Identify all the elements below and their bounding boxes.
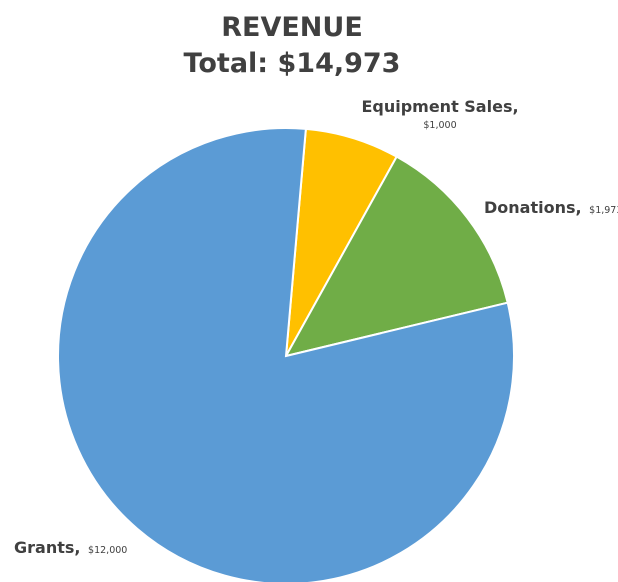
chart-title: REVENUE — [221, 12, 363, 43]
pie-slices — [57, 127, 515, 582]
slice-label-grants: Grants, $12,000 — [14, 538, 127, 557]
slice-label-equipment-sales: Equipment Sales, — [361, 97, 518, 116]
slice-value-equipment-sales: $1,000 — [423, 120, 456, 131]
pie-slice-donations — [284, 155, 509, 358]
chart-subtitle: Total: $14,973 — [184, 48, 401, 79]
pie-slice-grants — [57, 127, 515, 582]
slice-label-donations: Donations, $1,973 — [484, 198, 618, 217]
